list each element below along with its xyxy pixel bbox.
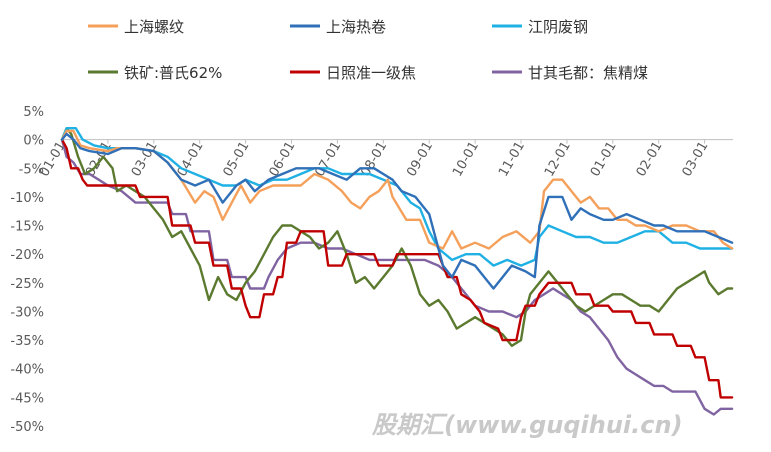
y-tick-label: -40% — [10, 363, 44, 378]
watermark: 股期汇(www.guqihui.cn) — [371, 411, 683, 439]
x-tick-label: 01-01 — [588, 139, 620, 179]
series-line-5 — [60, 138, 734, 416]
legend-label: 日照准一级焦 — [326, 64, 416, 82]
series-line-4 — [60, 138, 734, 399]
x-tick-label: 02-01 — [634, 139, 666, 179]
x-axis: 01-01 02-01 03-01 04-01 05-01 06-01 07-01 08-01… — [37, 139, 733, 179]
x-tick-label: 05-01 — [221, 139, 253, 179]
y-tick-label: -25% — [10, 277, 44, 292]
x-tick-label: 10-01 — [450, 139, 482, 179]
x-tick-label: 09-01 — [404, 139, 436, 179]
y-tick-label: 0% — [23, 134, 44, 149]
y-tick-label: -5% — [19, 162, 44, 177]
y-tick-label: -35% — [10, 334, 44, 349]
y-tick-label: -10% — [10, 191, 44, 206]
y-tick-label: -20% — [10, 248, 44, 263]
legend-label: 甘其毛都：焦精煤 — [528, 64, 648, 82]
series-line-0 — [60, 129, 734, 250]
x-tick-label: 12-01 — [542, 139, 574, 179]
legend-label: 上海螺纹 — [124, 18, 184, 36]
legend-label: 铁矿:普氏62% — [124, 64, 222, 82]
y-tick-label: -30% — [10, 305, 44, 320]
x-tick-label: 03-01 — [129, 139, 161, 179]
legend-label: 江阴废钢 — [528, 18, 588, 36]
y-tick-label: -15% — [10, 220, 44, 235]
x-tick-label: 03-01 — [680, 139, 712, 179]
x-tick-label: 11-01 — [496, 139, 528, 179]
series-layer — [60, 126, 734, 416]
y-tick-label: 5% — [23, 105, 44, 120]
y-tick-label: -50% — [10, 420, 44, 435]
y-tick-label: -45% — [10, 391, 44, 406]
series-line-1 — [60, 132, 734, 290]
y-axis: 5% 0% -5% -10% -15% -20% -25% -30% -35% -40% -45% -… — [10, 105, 44, 435]
legend-label: 上海热卷 — [326, 18, 386, 36]
